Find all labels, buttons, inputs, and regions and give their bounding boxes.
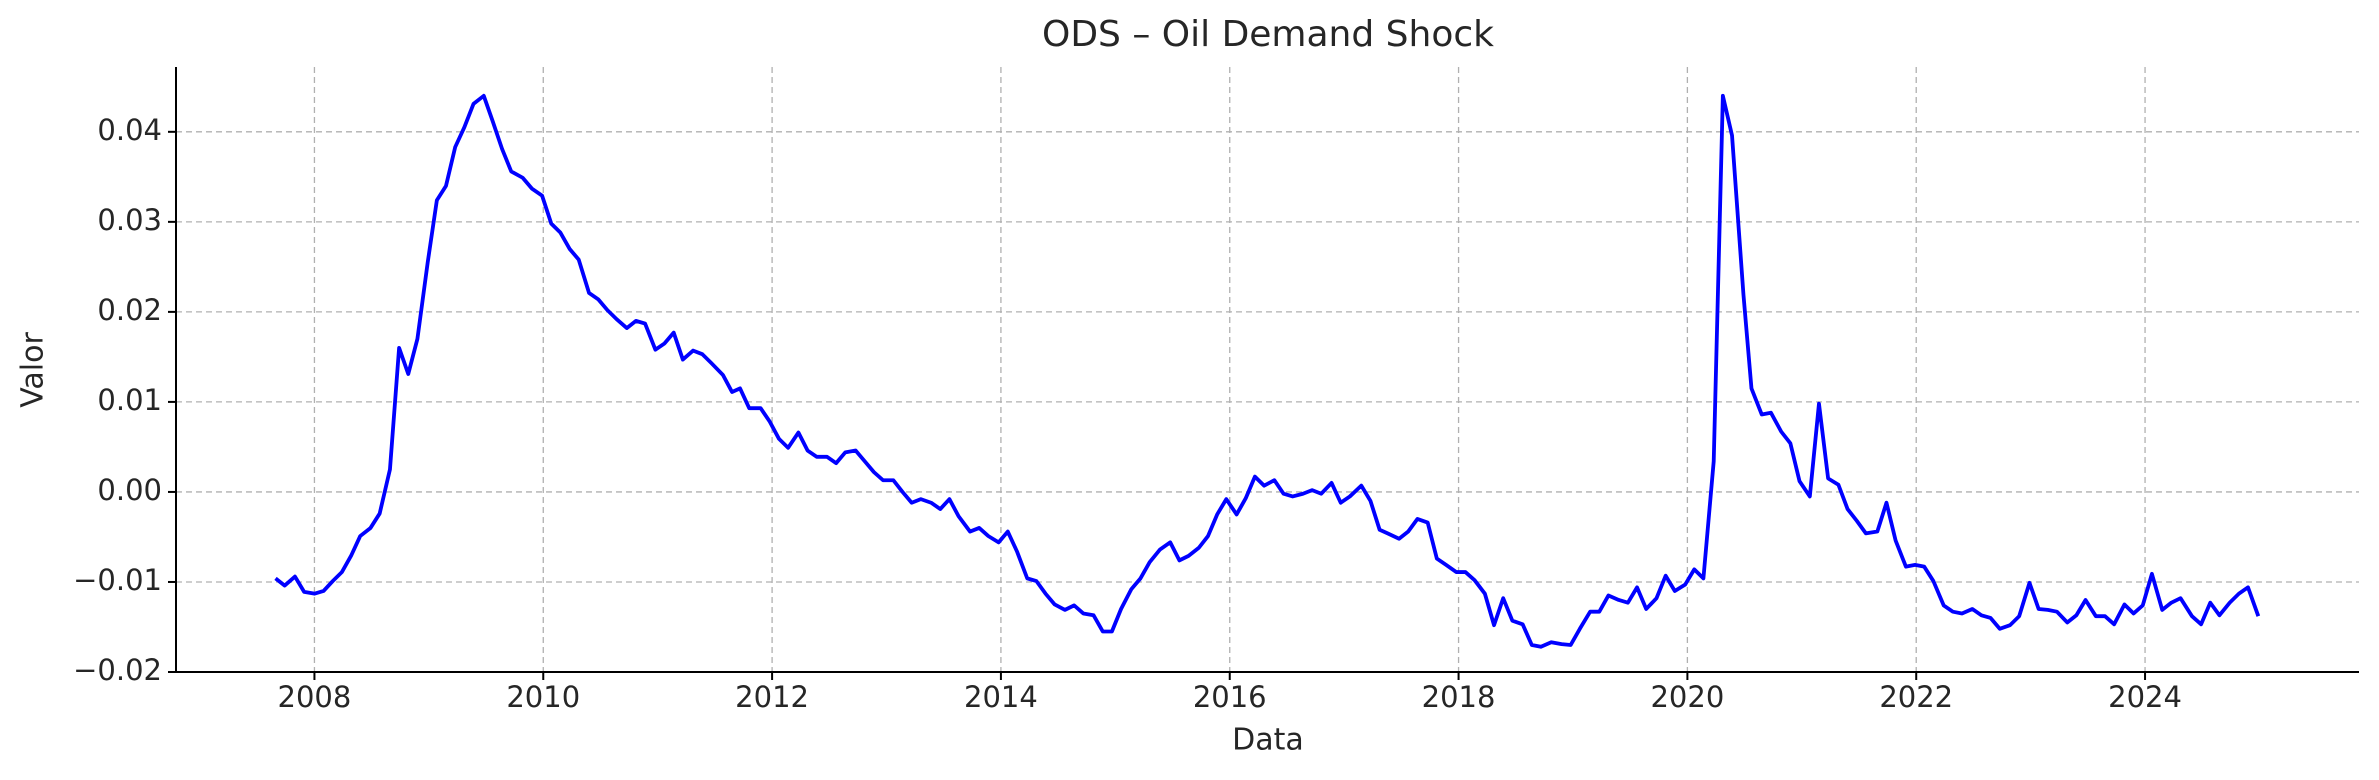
y-tick-label: 0.02 (97, 293, 162, 327)
y-tick-label: 0.01 (97, 383, 162, 417)
x-tick-label: 2024 (2108, 680, 2182, 714)
y-tick-label: −0.01 (73, 563, 162, 597)
x-tick-label: 2008 (278, 680, 352, 714)
grid (176, 67, 2359, 673)
y-tick-label: −0.02 (73, 653, 162, 687)
plot-area (274, 93, 2261, 649)
x-axis-label: Data (1232, 723, 1304, 758)
x-tick-label: 2014 (964, 680, 1038, 714)
chart-title: ODS – Oil Demand Shock (1042, 14, 1494, 55)
y-tick-label: 0.03 (97, 203, 162, 237)
y-tick-label: 0.04 (97, 113, 162, 147)
y-tick-label: 0.00 (97, 473, 162, 507)
x-tick-label: 2018 (1422, 680, 1496, 714)
y-axis-label: Valor (16, 332, 51, 408)
x-tick-label: 2012 (735, 680, 809, 714)
x-tick-label: 2016 (1193, 680, 1267, 714)
ticks: −0.02 −0.01 0.00 0.01 0.02 0.03 0.04 2008 2010 20… (73, 113, 2182, 714)
x-tick-label: 2020 (1650, 680, 1724, 714)
data-line (274, 93, 2261, 649)
x-tick-label: 2022 (1879, 680, 1953, 714)
x-tick-label: 2010 (506, 680, 580, 714)
